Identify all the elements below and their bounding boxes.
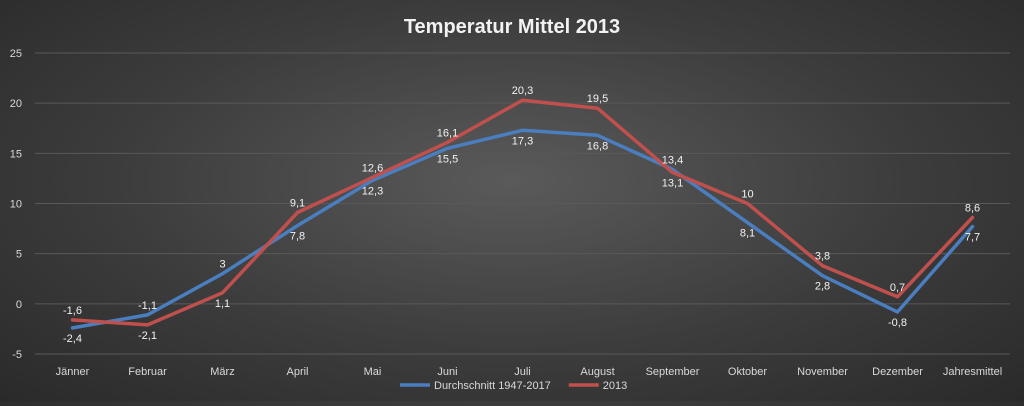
series-line: [70, 128, 975, 330]
data-label: 3,8: [815, 251, 830, 263]
x-tick-label: Dezember: [872, 366, 923, 378]
legend-label: Durchschnitt 1947-2017: [434, 380, 551, 392]
data-label: 20,3: [512, 85, 533, 97]
x-tick-label: Jänner: [56, 366, 90, 378]
data-label: 16,1: [437, 127, 458, 139]
data-label: 12,6: [362, 162, 383, 174]
data-label: 9,1: [290, 198, 305, 210]
y-tick-label: 0: [16, 299, 22, 311]
data-label: 7,8: [290, 231, 305, 243]
data-label: -2,4: [63, 333, 82, 345]
data-label: 3: [219, 259, 225, 271]
data-label: 15,5: [437, 153, 458, 165]
x-tick-label: November: [797, 366, 848, 378]
data-label: 1,1: [215, 298, 230, 310]
y-tick-label: 20: [10, 98, 22, 110]
y-tick-label: 15: [10, 148, 22, 160]
x-tick-label: Jahresmittel: [943, 366, 1002, 378]
x-tick-label: Mai: [364, 366, 382, 378]
x-tick-label: Juli: [514, 366, 531, 378]
chart-title: Temperatur Mittel 2013: [404, 16, 620, 38]
data-label: 12,3: [362, 185, 383, 197]
data-label: 8,6: [965, 203, 980, 215]
x-tick-label: Februar: [128, 366, 167, 378]
x-tick-label: September: [646, 366, 700, 378]
y-tick-label: 25: [10, 48, 22, 60]
data-label: -2,1: [138, 330, 157, 342]
series-line: [70, 98, 975, 327]
y-tick-label: 10: [10, 199, 22, 211]
data-label: 13,1: [662, 177, 683, 189]
x-tick-label: Juni: [437, 366, 457, 378]
data-label: 13,4: [662, 154, 683, 166]
data-label: 10: [741, 189, 753, 201]
data-label: 0,7: [890, 282, 905, 294]
data-label: -0,8: [888, 317, 907, 329]
legend-label: 2013: [603, 380, 627, 392]
data-label: 19,5: [587, 93, 608, 105]
y-tick-label: -5: [12, 349, 22, 361]
data-label: -1,1: [138, 300, 157, 312]
x-tick-label: April: [286, 366, 308, 378]
x-tick-label: März: [210, 366, 234, 378]
data-label: 7,7: [965, 232, 980, 244]
data-label: 2,8: [815, 281, 830, 293]
x-tick-label: August: [580, 366, 614, 378]
data-label: 8,1: [740, 228, 755, 240]
data-label: -1,6: [63, 305, 82, 317]
y-tick-label: 5: [16, 249, 22, 261]
data-label: 16,8: [587, 140, 608, 152]
x-tick-label: Oktober: [728, 366, 767, 378]
data-label: 17,3: [512, 135, 533, 147]
